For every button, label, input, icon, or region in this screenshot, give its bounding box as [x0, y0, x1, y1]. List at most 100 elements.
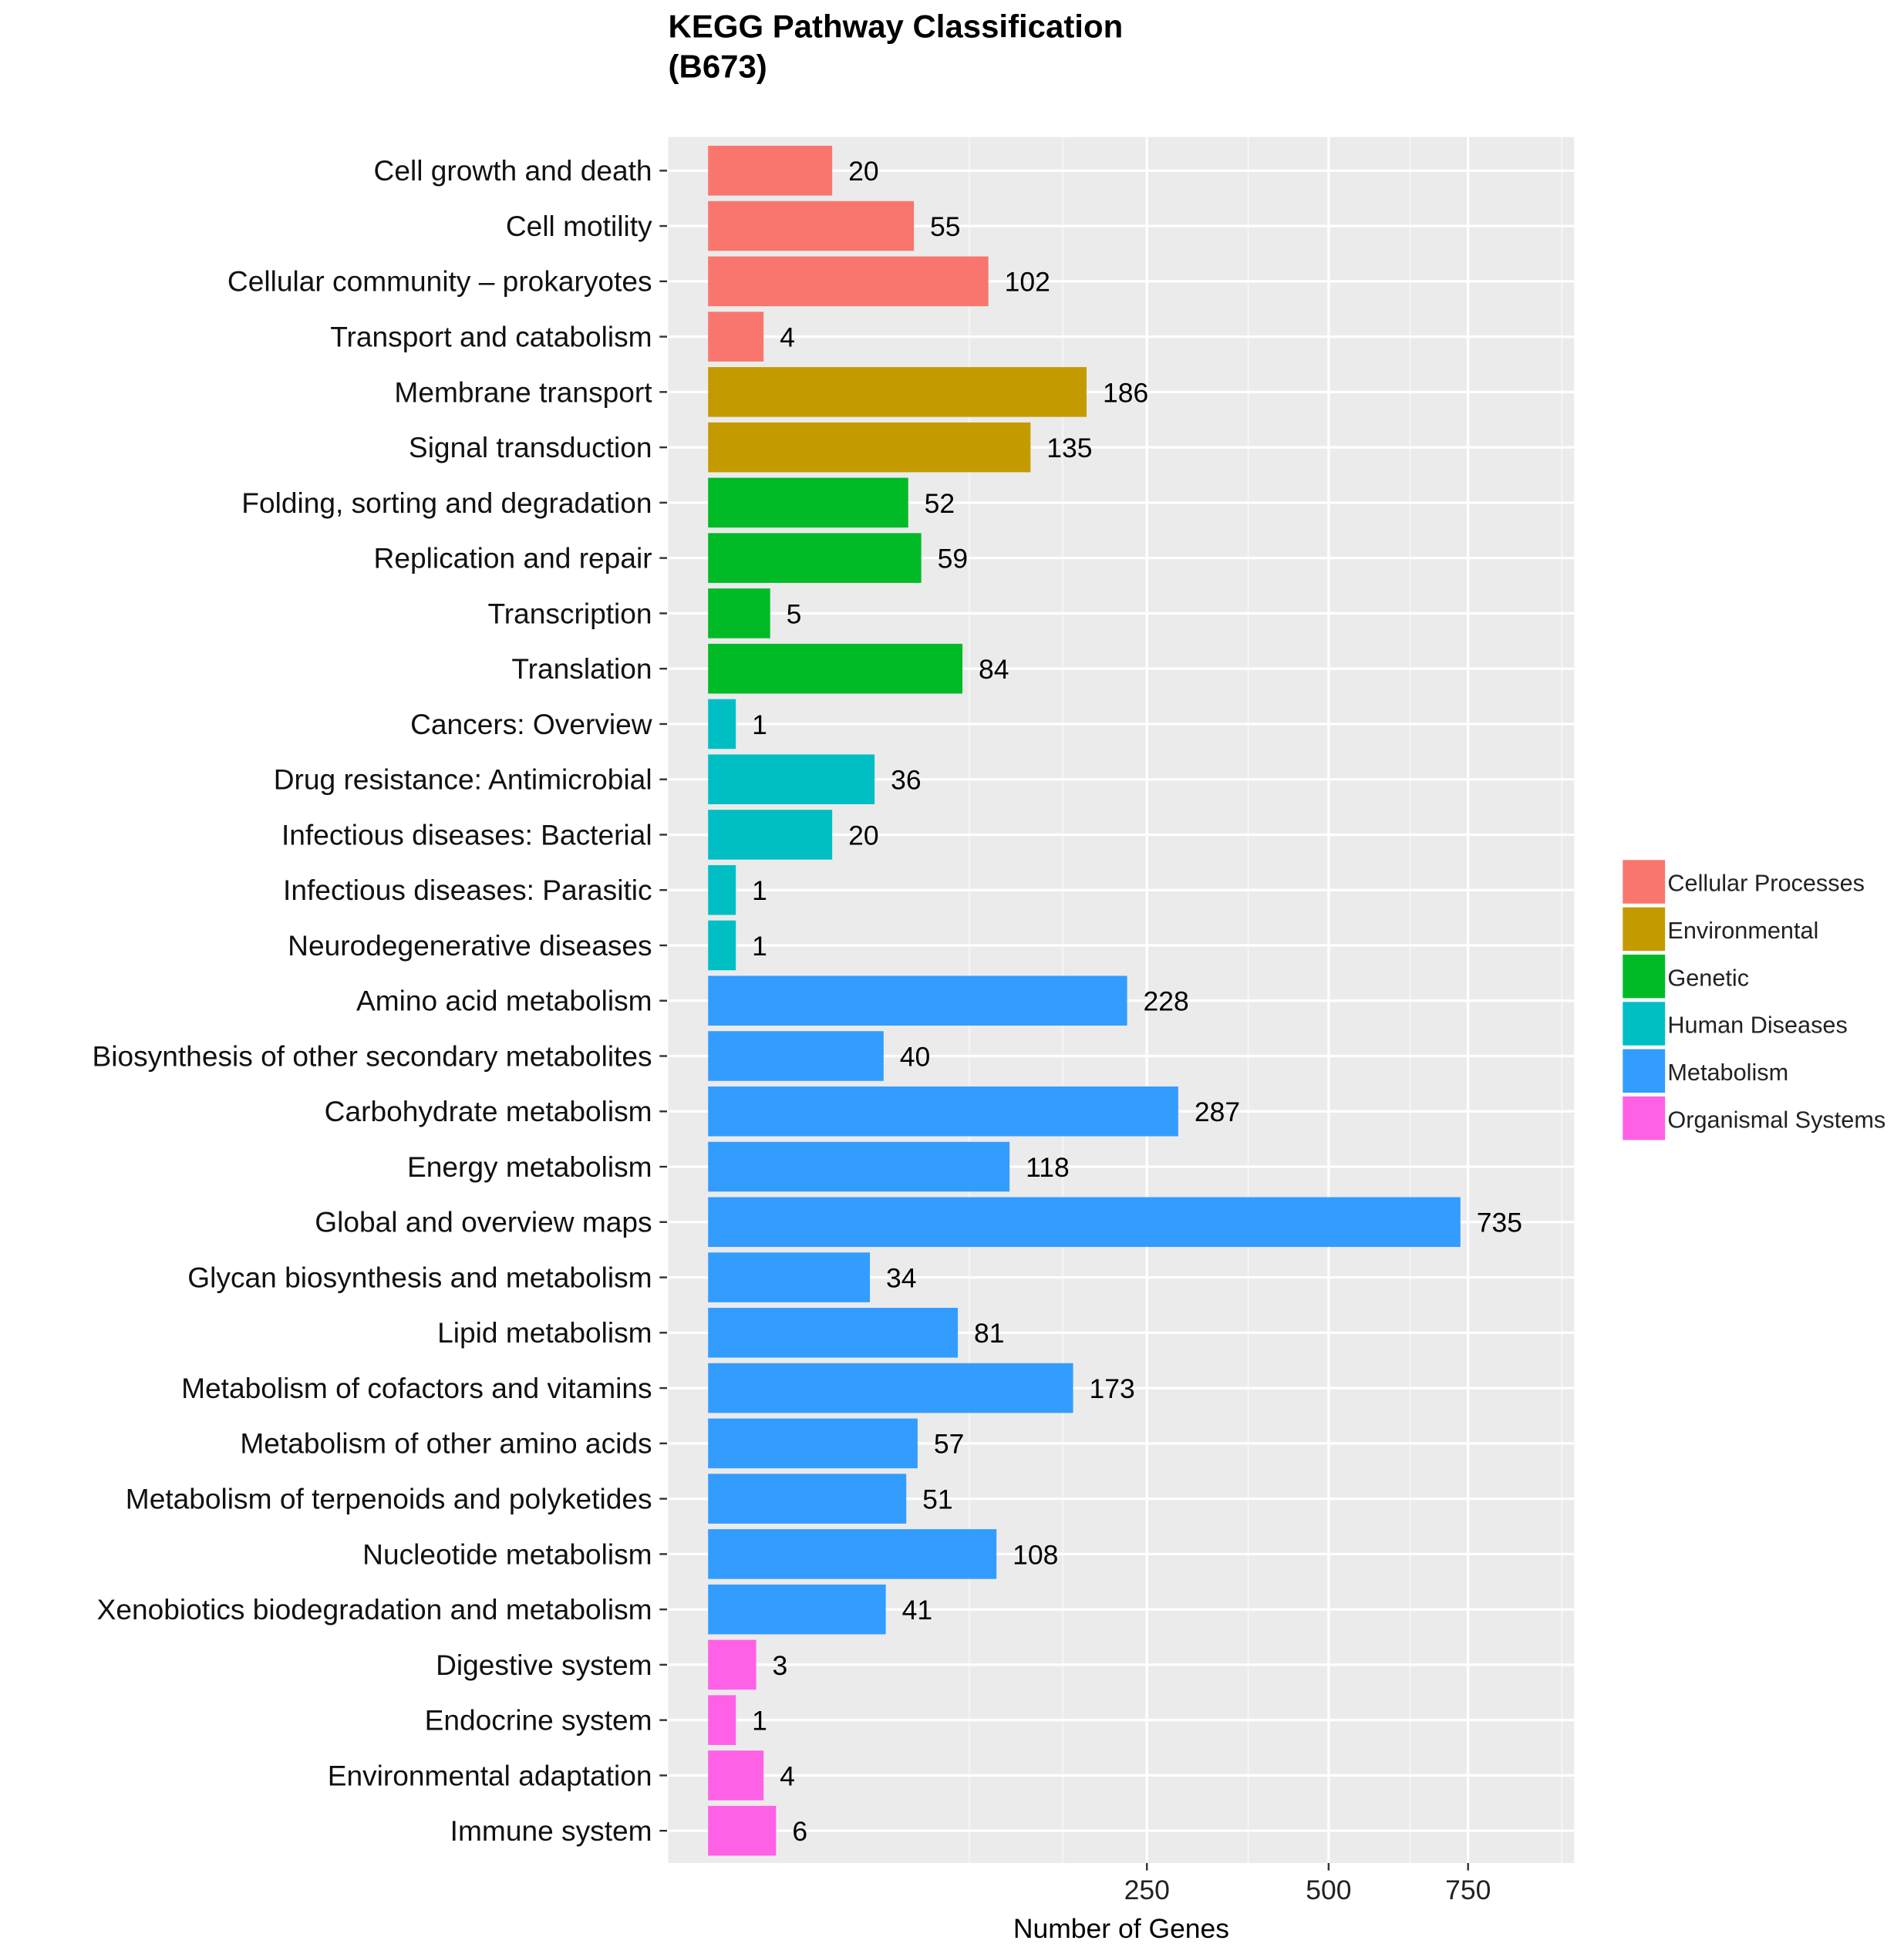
bar	[708, 1584, 886, 1635]
category-label: Energy metabolism	[407, 1151, 652, 1183]
bar-value-label: 102	[1005, 267, 1050, 298]
bar-value-label: 81	[974, 1318, 1005, 1349]
bar-value-label: 287	[1195, 1097, 1240, 1127]
category-label: Global and overview maps	[315, 1206, 652, 1238]
category-label: Infectious diseases: Parasitic	[283, 874, 652, 906]
bar	[708, 1418, 918, 1469]
category-label: Metabolism of terpenoids and polyketides	[126, 1483, 652, 1515]
category-label: Translation	[511, 652, 652, 685]
category-label: Cell growth and death	[374, 154, 652, 187]
bar	[708, 477, 908, 528]
category-label: Neurodegenerative diseases	[288, 929, 652, 962]
bar	[708, 1750, 764, 1801]
category-label: Amino acid metabolism	[356, 985, 652, 1017]
legend-key	[1623, 1002, 1666, 1046]
bar-value-label: 34	[886, 1262, 917, 1293]
legend-key	[1623, 1096, 1666, 1140]
bar	[708, 699, 736, 750]
bar	[708, 312, 764, 362]
legend-key	[1623, 1049, 1666, 1093]
chart-subtitle: (B673)	[669, 48, 767, 84]
bar-value-label: 20	[848, 156, 879, 187]
chart-title: KEGG Pathway Classification	[669, 8, 1124, 45]
bar	[708, 1639, 757, 1690]
bar-value-label: 55	[930, 211, 961, 242]
bar	[708, 1529, 997, 1579]
bar-value-label: 6	[792, 1816, 807, 1847]
bar	[708, 1086, 1178, 1137]
x-tick-label: 750	[1445, 1875, 1491, 1905]
category-label: Infectious diseases: Bacterial	[281, 818, 652, 851]
category-label: Immune system	[450, 1814, 652, 1847]
category-label: Drug resistance: Antimicrobial	[274, 763, 652, 796]
x-axis: 250 500 750	[1124, 1862, 1491, 1905]
category-label: Xenobiotics biodegradation and metabolis…	[97, 1593, 652, 1626]
category-label: Endocrine system	[425, 1704, 652, 1737]
category-label: Carbohydrate metabolism	[325, 1095, 652, 1127]
bar	[708, 1474, 907, 1524]
category-label: Nucleotide metabolism	[362, 1538, 652, 1570]
bar	[708, 1141, 1010, 1192]
category-label: Transcription	[487, 597, 652, 629]
bar-value-label: 4	[780, 1760, 795, 1791]
category-label: Transport and catabolism	[330, 321, 652, 353]
category-label: Glycan biosynthesis and metabolism	[187, 1261, 652, 1293]
bar	[708, 920, 736, 971]
bar-value-label: 59	[938, 544, 969, 574]
bar	[708, 643, 963, 694]
bar-value-label: 173	[1090, 1373, 1135, 1404]
category-label: Biosynthesis of other secondary metaboli…	[92, 1039, 652, 1072]
bar-value-label: 1	[752, 709, 767, 740]
bar	[708, 1252, 871, 1302]
bar	[708, 754, 875, 804]
bar	[708, 1308, 959, 1358]
legend-key	[1623, 860, 1666, 904]
bars: 20 Cell growth and death 55 Cell motility 10…	[92, 146, 1522, 1856]
category-label: Metabolism of cofactors and vitamins	[181, 1372, 652, 1404]
bar	[708, 146, 833, 196]
bar-value-label: 3	[773, 1650, 788, 1681]
bar	[708, 864, 736, 915]
bar	[708, 1197, 1461, 1248]
legend-label: Environmental	[1667, 918, 1818, 944]
category-label: Cancers: Overview	[410, 708, 652, 740]
bar	[708, 367, 1087, 417]
bar-value-label: 57	[934, 1429, 965, 1460]
category-label: Signal transduction	[409, 431, 652, 463]
bar-value-label: 186	[1103, 377, 1148, 408]
bar	[708, 256, 989, 307]
bar-value-label: 84	[979, 654, 1009, 685]
bar-value-label: 36	[891, 765, 922, 796]
bar	[708, 810, 833, 860]
bar-value-label: 52	[925, 488, 955, 519]
legend-label: Human Diseases	[1667, 1012, 1847, 1039]
category-label: Cell motility	[506, 210, 652, 242]
bar-value-label: 135	[1046, 433, 1092, 463]
bar-value-label: 228	[1144, 986, 1189, 1017]
bar	[708, 1805, 777, 1856]
bar	[708, 200, 915, 251]
legend-key	[1623, 954, 1666, 999]
x-tick-label: 500	[1306, 1875, 1351, 1905]
bar-value-label: 51	[922, 1484, 953, 1515]
legend: Cellular Processes Environmental Genetic Hu…	[1623, 860, 1885, 1140]
bar	[708, 422, 1031, 473]
bar-value-label: 40	[900, 1041, 931, 1072]
legend-label: Genetic	[1667, 965, 1749, 991]
x-tick-label: 250	[1124, 1875, 1170, 1905]
bar	[708, 533, 922, 583]
bar-value-label: 5	[787, 598, 802, 629]
bar	[708, 1363, 1073, 1413]
bar	[708, 975, 1127, 1026]
legend-label: Organismal Systems	[1667, 1107, 1885, 1133]
bar-value-label: 118	[1026, 1152, 1070, 1183]
bar-value-label: 4	[780, 322, 795, 353]
bar-value-label: 735	[1477, 1208, 1522, 1238]
category-label: Environmental adaptation	[328, 1759, 652, 1791]
category-label: Replication and repair	[374, 542, 652, 574]
legend-label: Cellular Processes	[1667, 871, 1865, 897]
bar	[708, 1031, 884, 1081]
bar-value-label: 108	[1013, 1539, 1058, 1570]
category-label: Folding, sorting and degradation	[241, 487, 652, 519]
